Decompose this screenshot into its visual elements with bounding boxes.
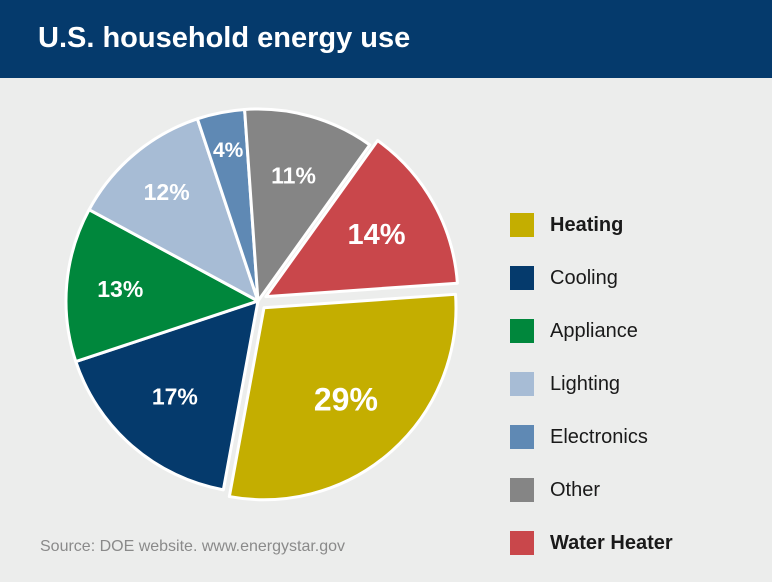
pie-slice-heating bbox=[227, 292, 458, 502]
legend-swatch bbox=[510, 213, 534, 237]
legend-label: Heating bbox=[550, 214, 624, 236]
pie-label-heating: 29% bbox=[314, 381, 378, 417]
chart-title: U.S. household energy use bbox=[38, 22, 411, 54]
pie-label-cooling: 17% bbox=[152, 384, 198, 410]
legend-item-appliance: Appliance bbox=[510, 319, 750, 343]
pie-chart: 29% 17% 13% 12% 4% 11% 14% bbox=[64, 107, 459, 502]
legend-swatch bbox=[510, 531, 534, 555]
legend-label: Electronics bbox=[550, 426, 648, 448]
legend-item-electronics: Electronics bbox=[510, 425, 750, 449]
pie-slice-water-heater bbox=[264, 138, 459, 299]
pie-label-appliance: 13% bbox=[97, 276, 143, 302]
header-bar: U.S. household energy use bbox=[0, 0, 772, 78]
legend-label: Cooling bbox=[550, 267, 618, 289]
legend-swatch bbox=[510, 425, 534, 449]
legend-item-heating: Heating bbox=[510, 213, 750, 237]
pie-slice-lighting bbox=[87, 117, 260, 303]
pie-slice-cooling bbox=[74, 299, 260, 492]
legend-label: Appliance bbox=[550, 320, 638, 342]
pie-slice-other bbox=[243, 107, 372, 303]
pie-label-other: 11% bbox=[271, 162, 316, 188]
legend-swatch bbox=[510, 372, 534, 396]
legend-swatch bbox=[510, 478, 534, 502]
legend-label: Other bbox=[550, 479, 601, 501]
legend-item-other: Other bbox=[510, 478, 750, 502]
legend-swatch bbox=[510, 319, 534, 343]
pie-label-lighting: 12% bbox=[144, 179, 190, 205]
legend-label: Water Heater bbox=[550, 532, 673, 554]
pie-label-electronics: 4% bbox=[213, 139, 244, 162]
legend-label: Lighting bbox=[550, 373, 621, 395]
legend-swatch bbox=[510, 266, 534, 290]
pie-label-water-heater: 14% bbox=[347, 219, 405, 251]
source-note: Source: DOE website. www.energystar.gov bbox=[40, 538, 346, 555]
legend-item-water-heater: Water Heater bbox=[510, 531, 750, 555]
pie-slice-appliance bbox=[64, 208, 260, 364]
legend-item-cooling: Cooling bbox=[510, 266, 750, 290]
legend-item-lighting: Lighting bbox=[510, 372, 750, 396]
chart-area: 29% 17% 13% 12% 4% 11% 14% Heating Cooling Appli… bbox=[0, 78, 772, 582]
